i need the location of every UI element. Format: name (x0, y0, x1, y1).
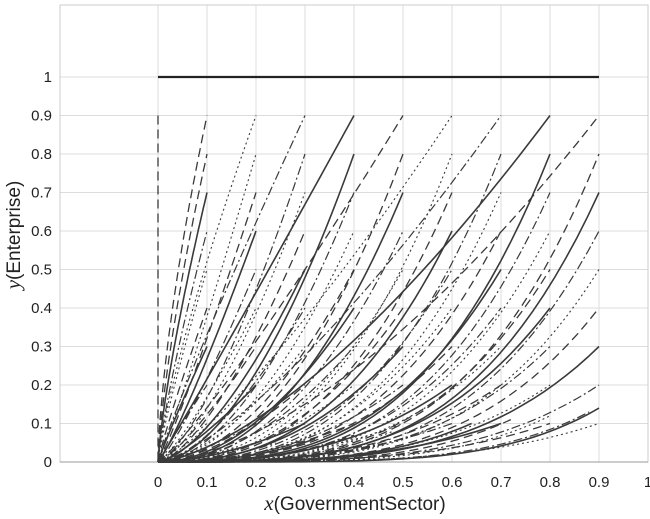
trajectory-curve-49 (158, 422, 453, 463)
x-tick-label-4: 0.4 (344, 474, 365, 491)
trajectory-curve-45 (158, 269, 404, 463)
trajectory-curve-69 (158, 269, 551, 463)
trajectory-curve-56 (158, 153, 453, 463)
x-tick-label-8: 0.8 (540, 474, 561, 491)
x-tick-label-2: 0.2 (246, 474, 267, 491)
trajectory-curve-1 (157, 115, 257, 463)
trajectory-curve-4 (157, 115, 404, 463)
y-tick-label-7: 0.7 (31, 185, 52, 202)
y-tick-label-1: 0.1 (31, 416, 52, 433)
x-tick-label-9: 0.9 (589, 474, 610, 491)
trajectory-curve-87 (158, 426, 433, 463)
x-tick-label-7: 0.7 (491, 474, 512, 491)
x-tick-label-6: 0.6 (442, 474, 463, 491)
trajectory-curve-12 (157, 307, 208, 463)
trajectory-curve-15 (157, 192, 208, 463)
trajectory-curve-92 (158, 407, 600, 463)
y-tick-label-5: 0.5 (31, 262, 52, 279)
y-tick-label-8: 0.8 (31, 146, 52, 163)
trajectory-curve-21 (157, 269, 257, 463)
trajectory-curve-48 (157, 153, 404, 463)
x-tick-label-0: 0 (154, 474, 162, 491)
x-axis-label-text: (GovernmentSector) (274, 494, 446, 515)
y-tick-labels: 0 0.1 0.2 0.3 0.4 0.5 0.6 0.7 0.8 0.9 1 (31, 69, 52, 471)
trajectory-curve-40 (157, 153, 355, 463)
trajectory-curve-32 (157, 153, 306, 463)
trajectory-curve-24 (157, 153, 257, 463)
y-tick-label-3: 0.3 (31, 339, 52, 356)
trajectory-curve-23 (157, 192, 257, 463)
x-tick-label-10: 1 (644, 474, 650, 491)
trajectory-curve-8 (157, 115, 600, 463)
trajectory-curve-31 (157, 192, 306, 463)
trajectory-curve-52 (158, 307, 453, 463)
trajectory-curve-37 (157, 269, 355, 463)
trajectory-curve-53 (158, 269, 453, 463)
trajectory-curve-2 (157, 115, 306, 463)
trajectory-curve-3 (157, 115, 355, 463)
trajectory-curve-82 (158, 446, 237, 463)
y-axis-label-text: (Enterprise) (4, 181, 25, 280)
x-axis-variable: x (263, 491, 274, 515)
trajectory-curve-14 (157, 230, 208, 463)
trajectory-curve-20 (157, 307, 257, 463)
y-axis-label: y(Enterprise) (1, 181, 25, 292)
x-tick-label-3: 0.3 (295, 474, 316, 491)
trajectory-curve-77 (158, 269, 600, 463)
y-axis-variable: y (1, 279, 25, 291)
trajectory-curve-30 (157, 230, 306, 463)
trajectory-curve-22 (157, 230, 257, 463)
y-tick-label-4: 0.4 (31, 300, 52, 317)
trajectory-curve-19 (157, 346, 257, 463)
curve-family (157, 75, 600, 463)
trajectory-curve-47 (157, 192, 404, 463)
trajectory-curve-65 (158, 422, 551, 463)
trajectory-curve-0 (157, 115, 208, 463)
trajectory-curve-44 (158, 307, 404, 463)
y-tick-label-10: 1 (44, 69, 52, 86)
x-axis-label: x(GovernmentSector) (263, 491, 445, 515)
trajectory-curve-55 (158, 192, 453, 463)
x-tick-labels: 0 0.1 0.2 0.3 0.4 0.5 0.6 0.7 0.8 0.9 1 (154, 474, 650, 491)
trajectory-curve-38 (157, 230, 355, 463)
trajectory-curve-71 (158, 192, 551, 463)
y-tick-label-0: 0 (44, 454, 52, 471)
y-tick-label-6: 0.6 (31, 223, 52, 240)
trajectory-curve-10 (157, 384, 208, 463)
x-tick-label-5: 0.5 (393, 474, 414, 491)
trajectory-curve-16 (157, 153, 208, 463)
y-tick-label-2: 0.2 (31, 377, 52, 394)
trajectory-curve-6 (157, 115, 502, 463)
trajectory-curve-39 (157, 192, 355, 463)
trajectory-curve-29 (157, 269, 306, 463)
x-tick-label-1: 0.1 (197, 474, 218, 491)
trajectory-curve-11 (157, 346, 208, 463)
trajectory-curve-35 (157, 346, 355, 463)
y-tick-label-9: 0.9 (31, 108, 52, 125)
